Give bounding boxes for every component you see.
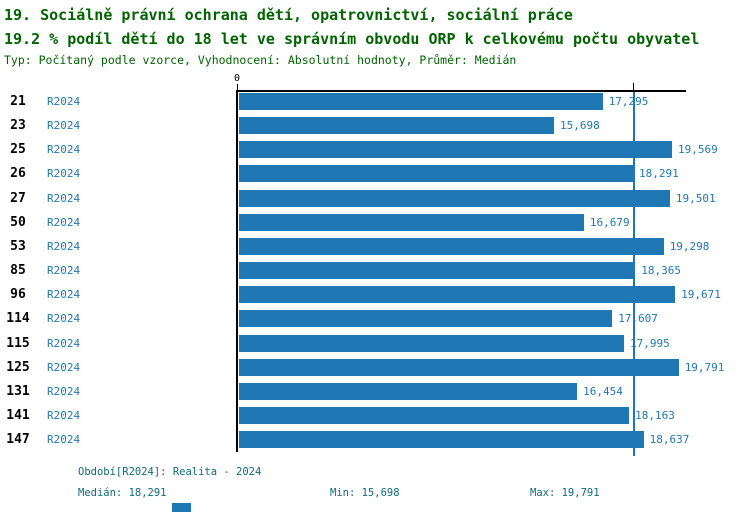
table-row: 26 R2024 18,291 [0,165,750,183]
row-category-label: 141 [6,407,30,423]
row-series-label: R2024 [47,408,81,422]
row-series-label: R2024 [47,288,81,302]
row-category-label: 53 [10,238,26,254]
chart-title: 19. Sociálně právní ochrana dětí, opatro… [4,6,573,24]
bar-value-label: 16,679 [589,215,630,229]
bar[interactable] [239,117,554,135]
footer-max: Max: 19,791 [530,487,600,499]
bar-value-label: 18,291 [639,167,679,181]
row-category-label: 131 [6,383,30,399]
table-row: 50 R2024 16,679 [0,213,750,231]
bar[interactable] [239,141,672,159]
bar[interactable] [239,93,603,110]
table-row: 141 R2024 18,163 [0,406,750,424]
table-row: 23 R2024 15,698 [0,117,750,135]
chart-meta-info: Typ: Počítaný podle vzorce, Vyhodnocení:… [4,53,517,67]
table-row: 115 R2024 17,995 [0,334,750,352]
bar-value-label: 19,569 [678,143,718,157]
row-category-label: 96 [10,287,26,303]
bar[interactable] [239,262,636,280]
table-row: 25 R2024 19,569 [0,141,750,159]
row-category-label: 85 [10,263,26,279]
bar[interactable] [239,310,613,328]
row-series-label: R2024 [47,264,81,278]
footer-min: Min: 15,698 [330,487,400,499]
row-series-label: R2024 [47,215,81,229]
median-tick [633,83,634,90]
bar-value-label: 16,454 [583,384,623,398]
row-series-label: R2024 [47,433,81,447]
bar[interactable] [239,213,584,231]
row-category-label: 147 [6,432,30,448]
row-series-label: R2024 [47,336,81,350]
row-category-label: 125 [6,359,30,375]
row-series-label: R2024 [47,119,81,133]
row-category-label: 23 [10,118,26,134]
table-row: 21 R2024 17,295 [0,93,750,110]
bar-value-label: 17,295 [608,95,649,108]
bar[interactable] [239,358,679,376]
row-category-label: 27 [10,190,26,206]
x-axis-line [237,90,686,92]
row-series-label: R2024 [47,312,81,326]
table-row: 85 R2024 18,365 [0,262,750,280]
row-series-label: R2024 [47,143,81,157]
x-axis-zero-tick [237,84,238,90]
y-axis-line [236,90,238,452]
table-row: 96 R2024 19,671 [0,286,750,304]
row-category-label: 26 [10,166,26,182]
row-series-label: R2024 [47,95,81,108]
row-category-label: 50 [10,214,26,230]
row-series-label: R2024 [47,360,81,374]
bar-value-label: 19,298 [669,239,710,253]
bar-value-label: 18,365 [641,264,682,278]
table-row: 125 R2024 19,791 [0,358,750,376]
bar[interactable] [239,189,670,207]
row-series-label: R2024 [47,239,81,253]
bar-value-label: 15,698 [560,119,600,133]
bar-value-label: 18,163 [635,408,675,422]
bar-value-label: 19,671 [681,288,721,302]
footer-median: Medián: 18,291 [78,487,167,499]
row-category-label: 21 [10,94,26,109]
table-row: 147 R2024 18,637 [0,431,750,449]
bar-value-label: 19,791 [684,360,725,374]
bar-value-label: 17,995 [630,336,670,350]
row-category-label: 25 [10,142,26,158]
bar[interactable] [239,165,633,183]
chart-subtitle: 19.2 % podíl dětí do 18 let ve správním … [4,30,700,48]
bar[interactable] [239,286,676,304]
table-row: 27 R2024 19,501 [0,189,750,207]
x-axis-zero-label: 0 [233,73,241,84]
row-series-label: R2024 [47,191,81,205]
bar-value-label: 19,501 [675,191,716,205]
table-row: 114 R2024 17,607 [0,310,750,328]
bottom-left-chip [172,503,191,512]
footer-period: Období[R2024]: Realita - 2024 [78,466,262,478]
row-series-label: R2024 [47,167,81,181]
bar[interactable] [239,334,624,352]
bar[interactable] [239,382,578,400]
bar[interactable] [239,237,664,255]
row-series-label: R2024 [47,384,81,398]
table-row: 131 R2024 16,454 [0,382,750,400]
table-row: 53 R2024 19,298 [0,237,750,255]
row-category-label: 115 [6,335,30,351]
bar[interactable] [239,406,630,424]
bar[interactable] [239,431,644,449]
row-category-label: 114 [6,311,30,327]
bar-value-label: 18,637 [649,433,690,447]
bar-value-label: 17,607 [618,312,658,326]
